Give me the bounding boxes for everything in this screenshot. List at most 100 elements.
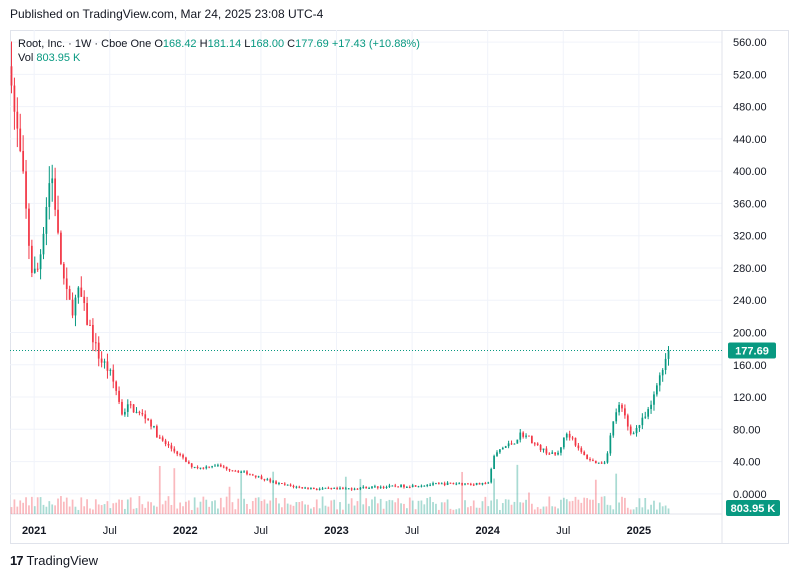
y-tick-label: 0.0000 (733, 489, 767, 501)
volume-bar (400, 503, 402, 514)
candle-body (394, 485, 397, 487)
candle-body (554, 452, 557, 455)
volume-bar (289, 504, 292, 514)
volume-bar (298, 502, 301, 514)
volume-bar (406, 508, 408, 514)
candle-body (426, 484, 429, 486)
candle-body (586, 454, 588, 460)
volume-bar (312, 507, 315, 514)
candle-body (132, 404, 135, 413)
candle-body (406, 487, 408, 489)
candle-body (347, 488, 350, 490)
volume-bar (667, 508, 670, 514)
volume-bar (632, 509, 635, 514)
candle-body (626, 415, 629, 427)
volume-bar (469, 506, 472, 514)
candle-body (513, 443, 516, 445)
volume-bar (196, 507, 199, 514)
volume-bar (362, 504, 365, 514)
volume-bar (536, 507, 539, 514)
candle-body (28, 208, 30, 246)
candle-body (100, 358, 103, 363)
volume-bar (39, 497, 42, 514)
volume-bar (435, 503, 437, 514)
candle-body (275, 481, 277, 484)
symbol-label[interactable]: Root, Inc. · 1W · Cboe One (18, 38, 152, 50)
candle-body (283, 483, 286, 485)
candle-body (432, 483, 434, 485)
volume-bar (304, 504, 306, 514)
candle-body (266, 479, 269, 481)
candle-body (557, 452, 559, 455)
candle-body (74, 297, 77, 316)
volume-bar (353, 505, 356, 514)
volume-bar (65, 497, 68, 514)
volume-bar (57, 498, 59, 514)
volume-bar (562, 497, 565, 514)
candle-body (350, 488, 353, 490)
volume-bar (542, 506, 545, 514)
volume-bar (475, 507, 478, 514)
candle-body (54, 178, 56, 210)
tradingview-footer[interactable]: 17 TradingView (10, 553, 98, 568)
volume-bar (246, 503, 248, 514)
candle-body (193, 466, 196, 468)
candle-body (478, 482, 481, 485)
candle-body (167, 444, 170, 446)
candle-body (173, 448, 176, 452)
volume-bar (118, 499, 120, 514)
y-tick-label: 560.00 (733, 37, 767, 49)
volume-legend: Vol 803.95 K (18, 52, 80, 64)
volume-bar (501, 503, 504, 514)
candle-body (420, 485, 423, 487)
candle-body (153, 426, 155, 428)
candle-body (321, 488, 324, 490)
candle-body (539, 444, 542, 451)
candle-body (664, 358, 667, 370)
volume-bar (292, 505, 295, 514)
volume-label: Vol (18, 52, 34, 64)
candle-body (618, 404, 620, 413)
candle-body (214, 465, 216, 467)
candle-body (589, 459, 591, 461)
volume-bar (86, 499, 88, 514)
y-tick-label: 480.00 (733, 102, 767, 114)
volume-bar (440, 502, 443, 514)
volume-bar (295, 502, 298, 514)
candle-body (536, 443, 539, 445)
candle-body (615, 412, 618, 422)
y-tick-label: 240.00 (733, 295, 767, 307)
volume-bar (80, 497, 83, 514)
volume-bar (74, 506, 77, 514)
volume-bar (254, 497, 257, 514)
volume-bar (496, 499, 498, 514)
candle-body (414, 485, 417, 487)
volume-bar (208, 506, 211, 514)
volume-bar (574, 496, 577, 514)
candle-body (118, 390, 120, 402)
candle-body (71, 299, 74, 316)
candle-body (312, 487, 315, 490)
volume-bar (144, 507, 147, 514)
volume-bar (365, 498, 368, 514)
open-label: O (154, 38, 163, 50)
x-tick-label: 2023 (324, 525, 348, 537)
volume-bar (586, 498, 588, 514)
low-value: 168.00 (250, 38, 285, 50)
volume-bar (429, 496, 432, 514)
candle-body (176, 451, 179, 455)
volume-bar (423, 504, 426, 514)
candle-body (600, 462, 603, 464)
candle-body (609, 435, 612, 454)
candle-body (475, 482, 478, 485)
candle-body (533, 443, 536, 445)
volume-bar (417, 500, 420, 514)
volume-bar (153, 505, 155, 514)
candle-body (446, 482, 449, 485)
volume-bar (635, 507, 638, 514)
candle-body (531, 436, 533, 444)
candlestick-chart[interactable]: 177.69 803.95 K 560.00 520.00 480.00 440.00 4… (10, 30, 789, 544)
volume-bar (42, 504, 45, 514)
volume-bar (330, 500, 333, 514)
candle-body (562, 437, 565, 448)
